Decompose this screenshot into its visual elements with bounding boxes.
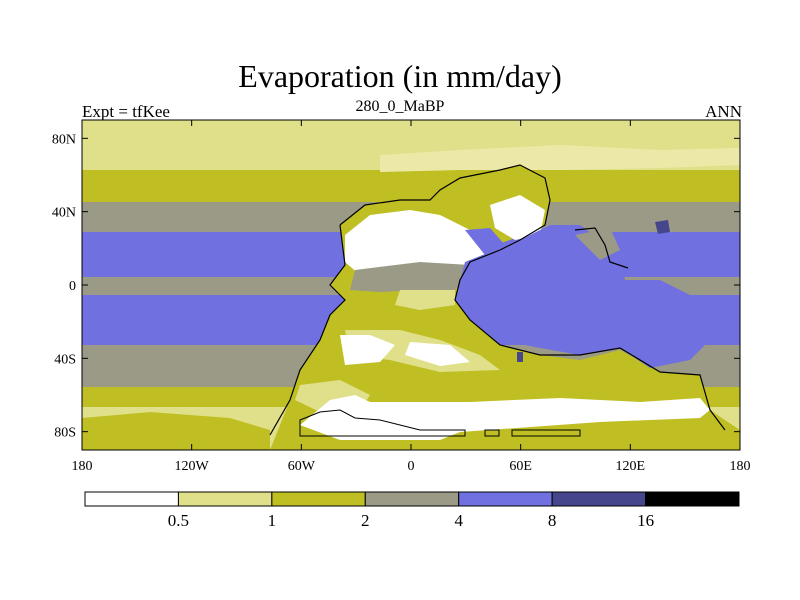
period-label: 280_0_MaBP	[355, 98, 445, 115]
north-streak	[380, 145, 740, 172]
y-tick-label: 80S	[54, 426, 76, 441]
season-label: ANN	[705, 102, 742, 121]
high-evap-spot-south	[517, 352, 523, 362]
colorbar-swatch	[645, 491, 740, 507]
colorbar-swatch	[84, 491, 179, 507]
x-tick-label: 60W	[288, 459, 316, 474]
tethys-inlet	[465, 228, 505, 255]
coastline-tethys	[574, 227, 629, 269]
tethys-ocean	[455, 225, 720, 368]
y-tick-label: 80N	[52, 132, 76, 147]
coastline-west	[269, 224, 346, 436]
dry-interior-north	[345, 210, 500, 275]
south-island-2	[511, 429, 581, 437]
equatorial-light	[395, 290, 455, 310]
south-dry-east	[405, 342, 470, 366]
x-tick-label: 0	[408, 459, 415, 474]
equatorial-grey	[350, 262, 470, 292]
colorbar: 0.5 1 2 4 8 16	[84, 491, 740, 530]
high-evap-spot	[655, 220, 670, 234]
colorbar-level-label: 2	[361, 511, 370, 530]
coastline-north-east	[339, 164, 726, 431]
experiment-label: Expt = tfKee	[82, 102, 170, 121]
band-south-edge	[82, 412, 270, 450]
south-polar-dry	[300, 395, 710, 440]
map-fill	[82, 120, 740, 450]
colorbar-swatch	[364, 491, 460, 507]
x-tick-label: 60E	[509, 459, 532, 474]
south-dry-west	[340, 335, 395, 365]
y-tick-label: 0	[69, 279, 76, 294]
colorbar-level-label: 8	[548, 511, 557, 530]
dry-interior-east	[490, 195, 545, 240]
chart-title: Evaporation (in mm/day)	[238, 58, 562, 94]
colorbar-swatch	[271, 491, 366, 507]
colorbar-swatch	[458, 491, 553, 507]
y-tick-label: 40N	[52, 206, 76, 221]
south-island-1	[484, 429, 500, 437]
colorbar-level-label: 16	[637, 511, 654, 530]
band-midlat-north	[82, 170, 740, 202]
colorbar-level-label: 0.5	[168, 511, 189, 530]
colorbar-swatch	[177, 491, 273, 507]
tethys-island-north	[575, 228, 620, 260]
coastline-south	[299, 409, 466, 437]
axis-ticks: 180 120W 60W 0 60E 120E 180 80N 40N 0 40S 80S	[52, 120, 751, 474]
colorbar-swatch	[551, 491, 647, 507]
x-tick-label: 180	[72, 459, 93, 474]
x-tick-label: 180	[730, 459, 751, 474]
x-tick-label: 120W	[175, 459, 210, 474]
colorbar-level-label: 4	[454, 511, 463, 530]
y-tick-label: 40S	[54, 352, 76, 367]
colorbar-level-label: 1	[268, 511, 277, 530]
x-tick-label: 120E	[616, 459, 646, 474]
